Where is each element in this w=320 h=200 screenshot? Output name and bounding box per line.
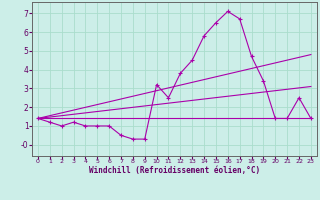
- X-axis label: Windchill (Refroidissement éolien,°C): Windchill (Refroidissement éolien,°C): [89, 166, 260, 175]
